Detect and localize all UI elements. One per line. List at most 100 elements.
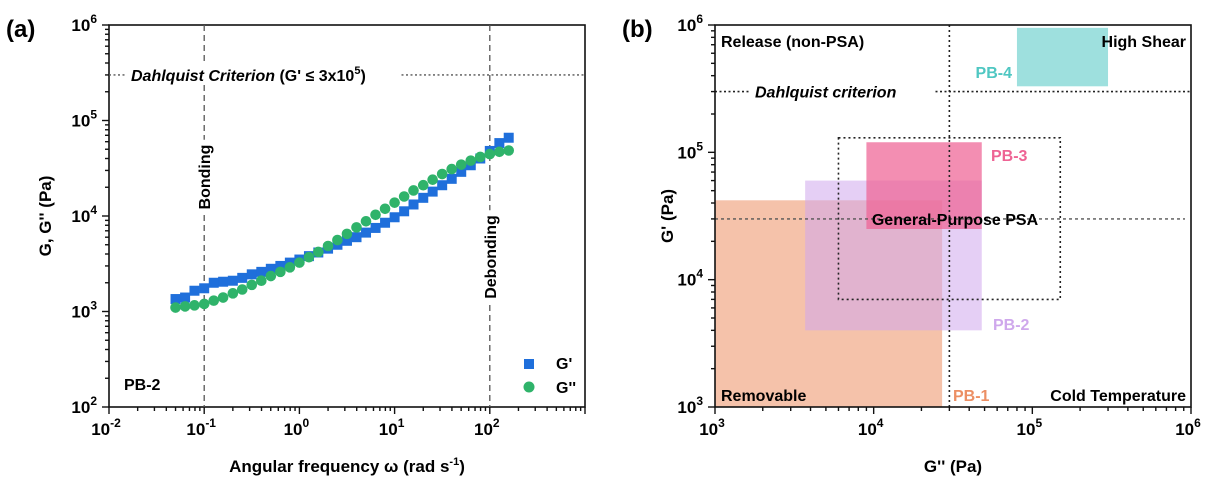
- panel-b-y-tick-label: 103: [677, 394, 703, 417]
- pb-4-region: [1016, 27, 1109, 87]
- panel-b-x-tick-label: 106: [1175, 416, 1201, 439]
- g-prime-point: [351, 232, 362, 243]
- panel-b-frame: [714, 24, 1192, 408]
- panel-a-y-tick-label: 105: [71, 108, 97, 131]
- panel-a-label: (a): [6, 16, 35, 43]
- g-prime-point: [408, 199, 419, 210]
- g-double-prime-point: [284, 262, 296, 273]
- g-double-prime-point: [303, 251, 315, 263]
- g-prime-point: [370, 222, 381, 233]
- g-double-prime-point: [389, 197, 400, 208]
- x-title-close: ): [459, 457, 465, 476]
- g-double-prime-point: [408, 185, 419, 196]
- legend-circle-marker: [523, 381, 535, 393]
- panel-b-ticks: 103 104 105 106 103 104 105 106: [677, 12, 1201, 439]
- panel-a-ticks: 10-2 10-1 100 101 102 102 103 104 105 106: [71, 12, 586, 439]
- g-double-prime-point: [179, 301, 191, 312]
- dahlquist-label-background: [127, 62, 399, 85]
- pb-3-region: [866, 142, 982, 229]
- dahlquist-label-tail: (G' ≤ 3x10: [275, 68, 354, 85]
- g-double-prime-point: [494, 146, 505, 158]
- g-double-prime-point: [256, 275, 267, 287]
- pb-4-label: PB-4: [976, 65, 1013, 82]
- dahlquist-label-main: Dahlquist Criterion: [131, 68, 275, 85]
- g-double-prime-point: [208, 295, 220, 306]
- g-prime-point: [180, 292, 191, 303]
- g-prime-point: [237, 272, 248, 283]
- g-prime-point: [389, 212, 400, 223]
- g-prime-point: [256, 266, 267, 277]
- dahlquist-criterion-label: Dahlquist Criterion (G' ≤ 3x105): [131, 65, 366, 85]
- g-prime-point: [199, 283, 210, 294]
- pb-2-label: PB-2: [993, 317, 1030, 334]
- g-double-prime-point: [360, 216, 372, 227]
- g-double-prime-point: [313, 246, 324, 258]
- g-double-prime-point: [198, 298, 210, 310]
- g-prime-point: [341, 235, 352, 246]
- g-double-prime-point: [332, 234, 343, 246]
- g-prime-point: [246, 269, 257, 280]
- pb-1-label: PB-1: [953, 388, 990, 405]
- panel-a-x-tick-label: 102: [474, 416, 500, 439]
- legend-label-g-prime: G': [556, 356, 572, 373]
- panel-b-x-tick-label: 105: [1017, 416, 1043, 439]
- debonding-label-background: [480, 210, 499, 304]
- g-prime-point: [380, 217, 391, 228]
- bonding-label-background: [195, 139, 214, 215]
- panel-a-x-axis-title: Angular frequency ω (rad s-1): [229, 456, 465, 476]
- g-double-prime-point: [503, 145, 515, 156]
- g-double-prime-point: [436, 168, 448, 180]
- g-double-prime-point: [398, 191, 410, 202]
- dahlquist-criterion-label-b: Dahlquist criterion: [755, 85, 897, 102]
- panel-b-x-tick-label: 104: [858, 416, 884, 439]
- panel-a-x-tick-label: 100: [284, 416, 310, 439]
- removable-label: Removable: [721, 388, 806, 405]
- panel-b-y-tick-label: 105: [677, 139, 703, 162]
- general-purpose-box: [837, 137, 1062, 301]
- panel-a-y-tick-label: 104: [71, 203, 97, 226]
- g-double-prime-point: [370, 209, 381, 221]
- g-prime-point: [418, 192, 429, 203]
- g-double-prime-point: [341, 228, 353, 240]
- g-prime-point: [494, 138, 505, 149]
- g-prime-point: [227, 275, 238, 286]
- panel-b-y-axis-title: G' (Pa): [658, 189, 677, 243]
- panel-a-legend: G' G'': [523, 356, 576, 397]
- pb-3-label: PB-3: [991, 148, 1028, 165]
- g-prime-point: [427, 186, 438, 197]
- panel-b: (b) Dahlquist criterion Release (non-PSA…: [622, 12, 1201, 476]
- g-double-prime-point: [322, 240, 334, 252]
- cold-temperature-label: Cold Temperature: [1050, 388, 1186, 405]
- g-prime-point: [189, 285, 200, 296]
- panel-a-x-tick-label: 10-1: [186, 416, 216, 439]
- panel-a-x-tick-label: 101: [379, 416, 405, 439]
- panel-b-regions: [715, 27, 1109, 407]
- bonding-label: Bonding: [197, 145, 214, 210]
- g-prime-point: [170, 294, 181, 305]
- g-double-prime-point: [294, 257, 305, 268]
- legend-square-marker: [524, 359, 534, 369]
- g-double-prime-point: [189, 300, 200, 311]
- g-double-prime-point: [484, 148, 496, 160]
- g-double-prime-point: [379, 203, 391, 215]
- g-prime-point: [437, 180, 448, 191]
- debonding-label: Debonding: [483, 215, 500, 299]
- g-double-prime-point: [351, 222, 362, 233]
- g-double-prime-point: [265, 270, 277, 282]
- panel-a-y-axis-title: G, G'' (Pa): [36, 176, 55, 257]
- panel-b-y-tick-label: 104: [677, 267, 703, 290]
- g-double-prime-point: [455, 159, 467, 170]
- g-double-prime-point: [417, 179, 429, 191]
- g-prime-point: [265, 263, 276, 274]
- g-prime-point: [399, 206, 410, 217]
- x-title-main: Angular frequency ω (rad s: [229, 457, 449, 476]
- dahlquist-criterion-label-background: [751, 80, 935, 102]
- g-prime-point: [503, 132, 514, 143]
- x-title-sup: -1: [449, 456, 459, 468]
- g-double-prime-point: [217, 292, 229, 303]
- g-prime-point: [456, 166, 467, 177]
- dahlquist-label-sup: 5: [354, 65, 360, 77]
- g-prime-point: [218, 276, 229, 287]
- g-double-prime-point: [427, 174, 438, 185]
